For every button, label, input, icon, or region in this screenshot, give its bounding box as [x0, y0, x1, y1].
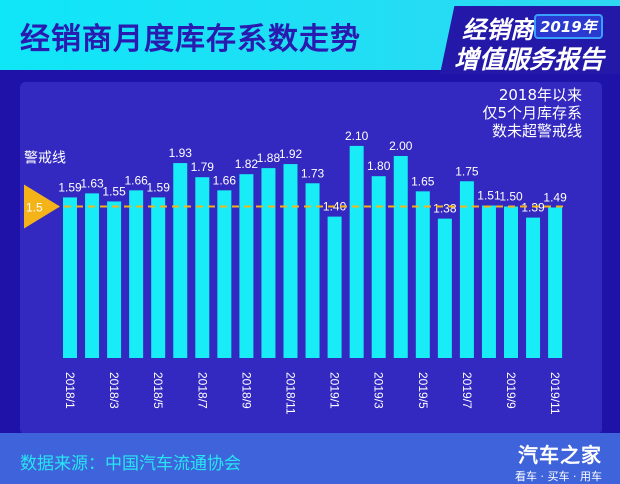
bar	[393, 156, 408, 358]
bar	[305, 183, 320, 358]
bar	[327, 216, 342, 358]
data-label: 2.00	[389, 139, 413, 153]
bar	[481, 205, 496, 358]
annotation-note: 2018年以来 仅5个月库存系 数未超警戒线	[482, 86, 582, 140]
data-label: 1.66	[124, 173, 148, 187]
data-label: 1.39	[521, 201, 545, 215]
note-line: 仅5个月库存系	[482, 104, 582, 122]
bar	[261, 168, 276, 358]
x-tick-label: 2019/11	[548, 372, 562, 415]
bar	[349, 145, 364, 358]
data-label: 1.82	[235, 157, 259, 171]
data-label: 1.63	[80, 176, 104, 190]
data-source: 数据来源：中国汽车流通协会	[20, 454, 241, 474]
bar	[85, 193, 100, 358]
logo-name: 汽车之家	[518, 443, 602, 467]
data-label: 1.92	[279, 147, 303, 161]
bar	[195, 177, 210, 358]
bar	[548, 207, 563, 358]
badge-year: 2019年	[534, 14, 603, 39]
x-tick-label: 2018/1	[63, 372, 77, 409]
bar	[63, 197, 77, 358]
data-label: 1.50	[499, 190, 523, 204]
report-badge: 经销商 2019年 增值服务报告	[440, 6, 620, 74]
data-label: 1.75	[455, 164, 479, 178]
bar	[504, 206, 518, 358]
bar-chart: 1.591.631.551.661.591.931.791.661.821.88…	[24, 129, 567, 415]
bar	[129, 190, 144, 358]
data-label: 1.80	[367, 159, 391, 173]
badge-line1: 经销商	[462, 16, 534, 44]
bar	[151, 197, 166, 358]
data-label: 1.73	[301, 166, 325, 180]
data-label: 1.49	[543, 191, 567, 205]
data-label: 1.79	[191, 160, 215, 174]
bar	[283, 164, 298, 358]
x-tick-label: 2018/3	[107, 372, 121, 409]
bar	[371, 176, 386, 358]
threshold-value: 1.5	[26, 201, 43, 215]
threshold-label: 警戒线	[24, 151, 66, 167]
x-tick-label: 2019/5	[416, 372, 430, 409]
data-label: 1.59	[147, 180, 171, 194]
chart-panel: 1.59 1.63 1.55 1.66 1.59 1.93 1.79 1.66 1.82 1.88…	[20, 82, 602, 434]
bar	[437, 218, 452, 358]
data-label: 1.55	[102, 184, 126, 198]
data-label: 2.10	[345, 129, 369, 143]
note-line: 数未超警戒线	[491, 122, 582, 140]
x-tick-label: 2018/7	[195, 372, 209, 409]
autohome-logo: 汽车之家 看车 · 买车 · 用车	[515, 439, 602, 484]
data-label: 1.88	[257, 151, 281, 165]
note-line: 2018年以来	[498, 86, 582, 104]
bar	[217, 190, 232, 358]
x-tick-label: 2019/1	[328, 372, 342, 409]
x-tick-label: 2019/9	[504, 372, 518, 409]
x-tick-label: 2018/5	[151, 372, 165, 409]
bar	[459, 181, 474, 358]
data-label: 1.59	[58, 180, 82, 194]
page-title: 经销商月度库存系数走势	[20, 22, 361, 57]
bar	[239, 174, 254, 358]
bar	[526, 217, 541, 358]
x-tick-label: 2019/7	[460, 372, 474, 409]
threshold-marker-icon	[24, 184, 60, 229]
data-label: 1.66	[213, 173, 237, 187]
data-label: 1.65	[411, 174, 435, 188]
x-tick-label: 2018/9	[239, 372, 253, 409]
data-label: 1.38	[433, 202, 457, 216]
bar	[173, 163, 188, 358]
badge-line2: 增值服务报告	[454, 45, 605, 74]
bar	[415, 191, 430, 358]
x-tick-label: 2019/3	[372, 372, 386, 409]
bar	[107, 201, 122, 358]
data-label: 1.93	[169, 146, 193, 160]
x-tick-label: 2018/11	[284, 372, 298, 415]
logo-slogan: 看车 · 买车 · 用车	[515, 470, 602, 483]
data-label: 1.51	[477, 188, 501, 202]
footer: 数据来源：中国汽车流通协会 汽车之家 看车 · 买车 · 用车	[0, 433, 620, 484]
